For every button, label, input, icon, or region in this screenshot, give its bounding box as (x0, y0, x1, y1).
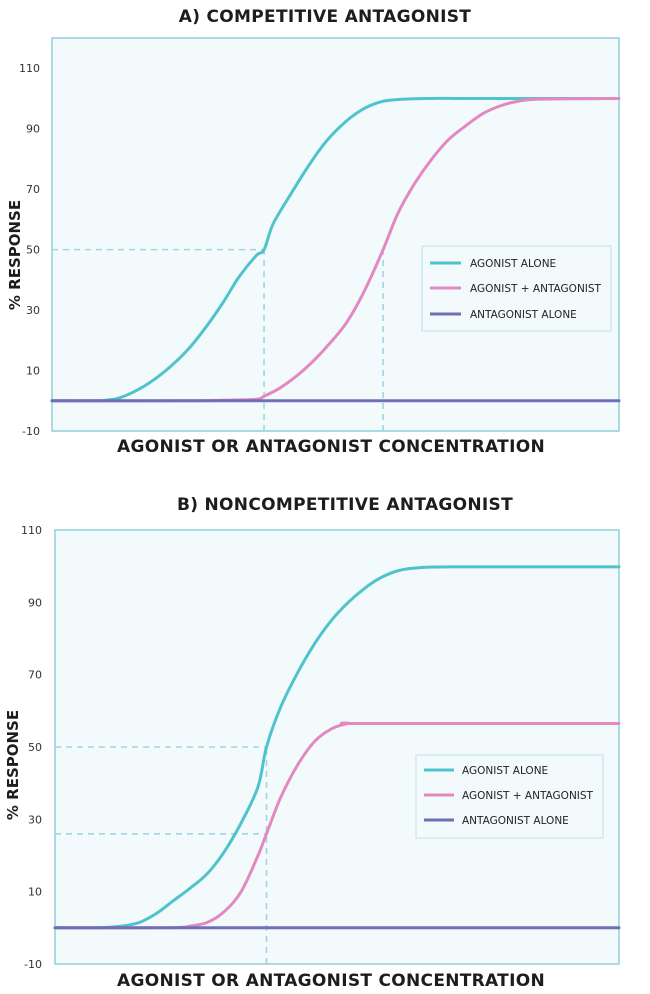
chart-b: B) NONCOMPETITIVE ANTAGONIST -10 10 30 50 70… (4, 495, 621, 991)
chart-a-y-tick-label: 110 (19, 62, 40, 75)
chart-b-legend-antagonist-alone: ANTAGONIST ALONE (462, 815, 569, 827)
chart-b-y-tick-label: 30 (28, 813, 42, 826)
chart-a-plot-area (51, 37, 620, 432)
chart-a-y-tick-label: 30 (26, 304, 40, 317)
chart-a-legend-antagonist-alone: ANTAGONIST ALONE (470, 309, 577, 321)
chart-a-series-agonist-plus-antagonist (50, 97, 621, 403)
chart-b-y-axis: -10 10 30 50 70 90 110 (21, 524, 42, 971)
chart-b-legend: AGONIST ALONE AGONIST + ANTAGONIST ANTAG… (415, 754, 604, 839)
chart-a-series-agonist-alone (50, 96, 621, 403)
chart-b-title: B) NONCOMPETITIVE ANTAGONIST (177, 495, 513, 515)
chart-b-plot-area (54, 529, 620, 965)
chart-a-y-tick-label: -10 (22, 425, 40, 438)
chart-a-x-axis-label: AGONIST OR ANTAGONIST CONCENTRATION (117, 437, 545, 457)
chart-b-series (53, 565, 621, 930)
chart-a-y-tick-label: 70 (26, 183, 40, 196)
chart-b-y-tick-label: -10 (24, 958, 42, 971)
chart-b-y-tick-label: 10 (28, 886, 42, 899)
chart-a-y-axis-label: % RESPONSE (6, 200, 24, 310)
chart-b-series-agonist-alone (53, 565, 621, 930)
chart-a-legend-agonist-alone: AGONIST ALONE (470, 258, 556, 270)
chart-a-series (50, 96, 621, 403)
chart-b-y-axis-label: % RESPONSE (4, 710, 22, 820)
chart-a-legend: AGONIST ALONE AGONIST + ANTAGONIST ANTAG… (421, 245, 612, 332)
chart-a: A) COMPETITIVE ANTAGONIST -10 10 30 50 70 90 1… (6, 7, 621, 457)
chart-a-y-axis: -10 10 30 50 70 90 110 (19, 62, 40, 438)
chart-b-legend-agonist-plus-antagonist: AGONIST + ANTAGONIST (462, 790, 594, 802)
chart-a-y-tick-label: 90 (26, 123, 40, 136)
chart-a-y-tick-label: 10 (26, 365, 40, 378)
chart-b-x-axis-label: AGONIST OR ANTAGONIST CONCENTRATION (117, 971, 545, 991)
chart-b-legend-agonist-alone: AGONIST ALONE (462, 765, 548, 777)
chart-a-legend-agonist-plus-antagonist: AGONIST + ANTAGONIST (470, 283, 602, 295)
chart-b-y-tick-label: 110 (21, 524, 42, 537)
chart-b-y-tick-label: 70 (28, 669, 42, 682)
chart-b-y-tick-label: 90 (28, 596, 42, 609)
chart-b-y-tick-label: 50 (28, 741, 42, 754)
chart-b-series-agonist-plus-antagonist (53, 721, 621, 930)
chart-a-title: A) COMPETITIVE ANTAGONIST (179, 7, 472, 27)
chart-a-y-tick-label: 50 (26, 244, 40, 257)
chart-a-reference-lines (52, 248, 384, 431)
